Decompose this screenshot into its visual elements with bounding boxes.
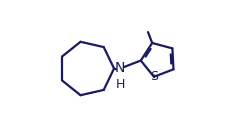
Text: H: H bbox=[116, 78, 125, 91]
Text: S: S bbox=[150, 70, 158, 83]
Text: N: N bbox=[115, 62, 126, 75]
